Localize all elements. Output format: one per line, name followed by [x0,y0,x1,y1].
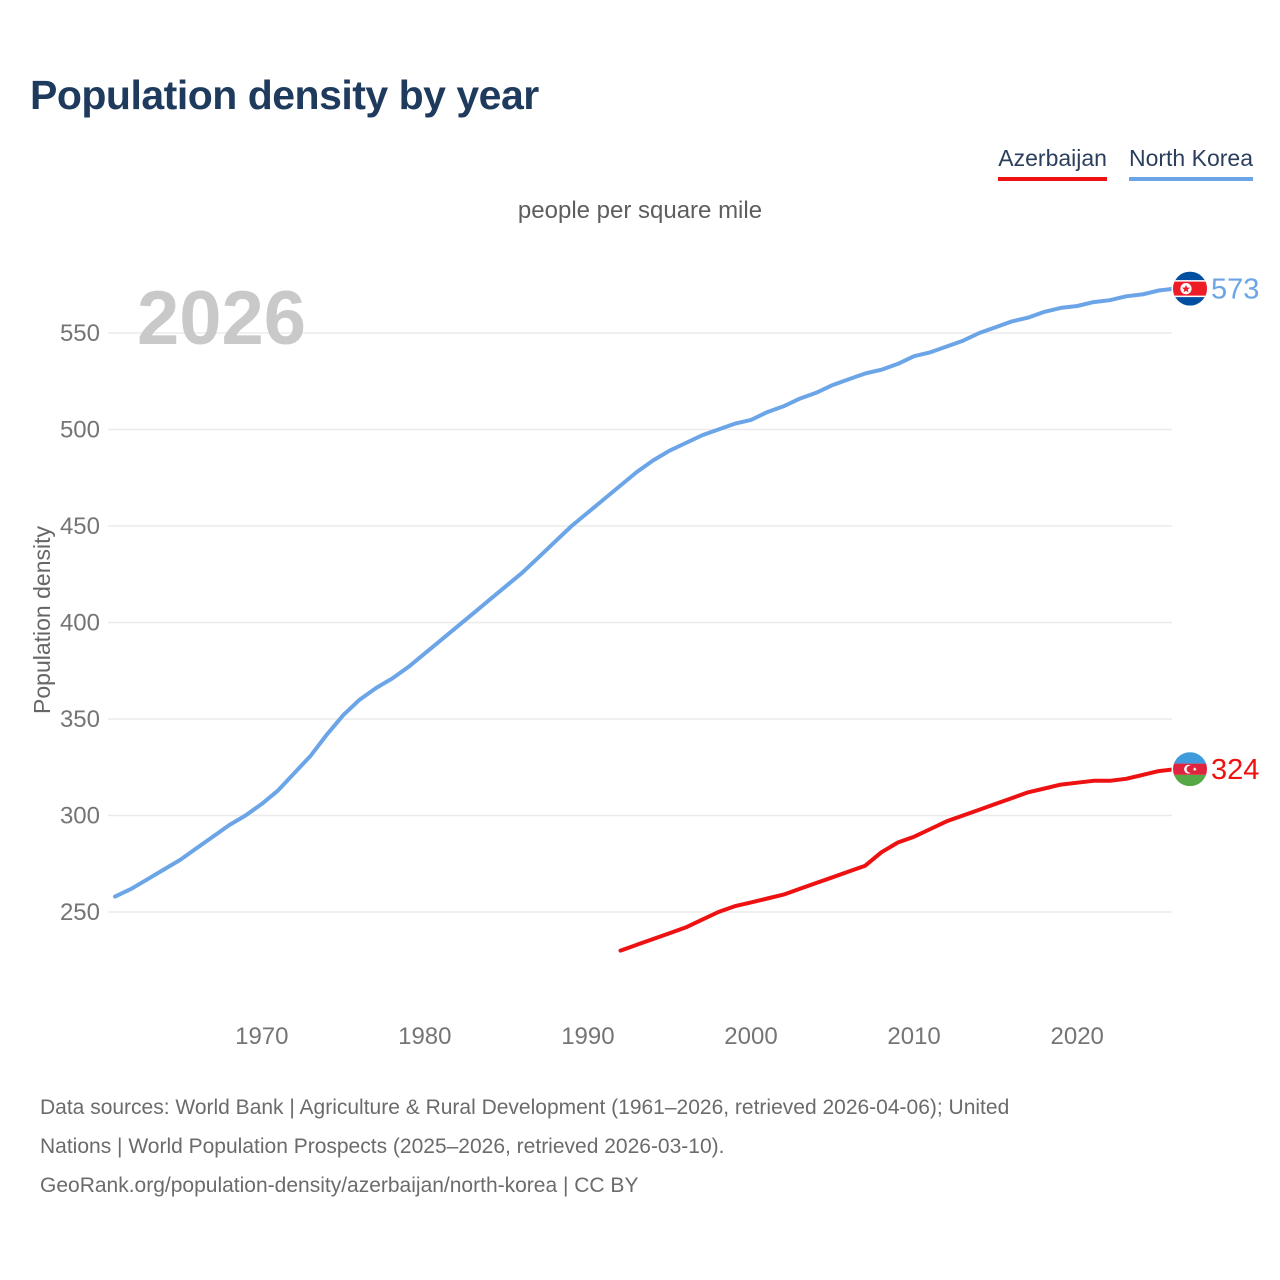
flag-icon-azerbaijan [1171,750,1209,788]
y-tick-label-550: 550 [60,320,100,347]
end-value-azerbaijan: 324 [1211,754,1259,786]
chart-canvas: 250 300 350 400 450 500 550 2026 1970 1980 1990 200… [29,270,1259,1050]
y-tick-label-500: 500 [60,417,100,444]
x-tick-label-2000: 2000 [724,1023,777,1050]
legend-underline-north-korea [1128,177,1253,181]
legend-label-north-korea: North Korea [1128,145,1253,171]
legend-label-azerbaijan: Azerbaijan [998,145,1107,171]
y-tick-label-250: 250 [60,899,100,926]
end-value-north-korea: 573 [1211,274,1259,306]
line-north-korea[interactable] [113,286,1177,899]
flag-icon-north-korea [1171,270,1209,308]
y-tick-label-400: 400 [60,610,100,637]
x-tick-label-2010: 2010 [887,1023,940,1050]
footer-line-3[interactable]: GeoRank.org/population-density/azerbaija… [40,1174,639,1197]
legend-underline-azerbaijan [998,177,1107,181]
legend: Azerbaijan North Korea [998,145,1253,181]
line-azerbaijan[interactable] [618,767,1177,953]
legend-item-azerbaijan[interactable]: Azerbaijan [998,145,1107,181]
data-sources-footer: Data sources: World Bank | Agriculture &… [40,1088,1250,1205]
x-tick-label-1980: 1980 [398,1023,451,1050]
chart-subtitle: people per square mile [517,197,763,224]
legend-item-north-korea[interactable]: North Korea [1128,145,1253,181]
y-tick-label-350: 350 [60,706,100,733]
y-axis-title: Population density [29,526,55,714]
footer-line-2: Nations | World Population Prospects (20… [40,1135,725,1158]
watermark-year: 2026 [137,276,306,361]
y-tick-label-450: 450 [60,513,100,540]
x-tick-label-1990: 1990 [561,1023,614,1050]
footer-line-1: Data sources: World Bank | Agriculture &… [40,1096,1010,1119]
x-tick-label-2020: 2020 [1051,1023,1104,1050]
x-tick-label-1970: 1970 [235,1023,288,1050]
y-tick-label-300: 300 [60,803,100,830]
page-title: Population density by year [30,72,539,118]
